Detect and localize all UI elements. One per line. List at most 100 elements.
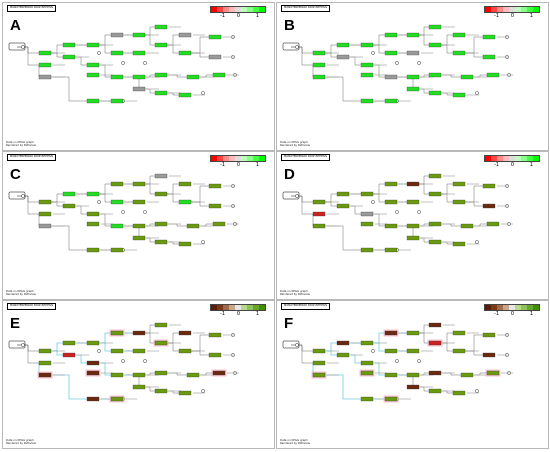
legend-swatch [485,156,491,161]
gene-box [360,396,374,402]
gene-box [132,223,146,229]
gene-box [482,332,496,338]
credit-line-2: Rendered by Pathview [6,440,36,445]
gene-box [482,352,496,358]
gene-box [406,330,420,336]
legend-swatch [509,156,515,161]
reaction-edge [51,201,63,207]
compound-node [97,51,101,55]
legend-swatch [533,7,539,12]
gene-box [482,54,496,60]
credit-line-2: Rendered by Pathview [280,142,310,147]
reaction-edge [75,56,87,66]
legend-swatch [497,305,503,310]
credit-line-1: Data on KEGG graph [280,288,308,293]
gene-box [38,360,52,366]
compound-node [121,359,125,363]
gene-box [360,98,374,104]
gene-box [428,191,442,197]
gene-box [406,199,420,205]
legend-ticks: -1 0 1 [484,311,540,318]
pathway-panel-b: MONOTERPENOID BIOSYNTHESIS B -1 0 1 Data… [276,2,549,151]
gene-box [384,396,398,402]
reaction-edge [441,332,453,344]
gene-box [38,211,52,217]
legend-swatch [223,305,229,310]
reaction-edge [51,225,87,251]
gene-box [154,322,168,328]
compound-node [201,91,205,95]
reaction-edge [51,52,63,58]
legend-swatch [527,305,533,310]
gene-box [86,42,100,48]
reaction-edge [325,374,361,400]
gene-box [110,330,124,336]
gene-box [86,221,100,227]
compound-node [143,359,147,363]
gene-box [384,330,398,336]
reaction-edge [325,201,337,207]
gene-box [86,396,100,402]
legend-swatch [521,156,527,161]
gene-box [208,54,222,60]
gene-box [360,42,374,48]
compound-node [295,343,299,347]
gene-box [132,74,146,80]
credit: Data on KEGG graph Rendered by Pathview [6,289,36,296]
reaction-edge [51,44,63,54]
reaction-edge [419,183,429,195]
gene-box [360,221,374,227]
legend-swatch [259,305,265,310]
gene-box [406,223,420,229]
gene-box [86,191,100,197]
gene-box [336,191,350,197]
reaction-edge [167,34,179,46]
credit: Data on KEGG graph Rendered by Pathview [6,140,36,147]
gene-box [208,332,222,338]
gene-box [312,223,326,229]
reaction-edge [465,52,483,58]
gene-box [110,199,124,205]
pathway-title: MONOTERPENOID BIOSYNTHESIS [281,303,331,310]
credit-line-1: Data on KEGG graph [280,139,308,144]
reaction-edge [167,92,179,96]
gene-box [428,370,442,376]
gene-box [178,50,192,56]
gene-box [428,90,442,96]
compound-node [295,194,299,198]
gene-box [178,390,192,396]
panel-label: F [284,315,294,332]
gene-box [38,62,52,68]
reaction-edge [191,334,209,352]
legend-swatch [509,7,515,12]
gene-box [384,199,398,205]
legend-high-label: 1 [529,13,534,19]
legend-swatch [485,305,491,310]
credit: Data on KEGG graph Rendered by Pathview [280,139,310,147]
pathway-diagram [8,173,239,253]
legend-swatch [235,305,241,310]
reaction-edge [441,193,453,203]
gene-box [336,42,350,48]
gene-box [312,62,326,68]
reaction-edge [51,193,63,203]
legend-swatch [253,156,259,161]
reaction-edge [349,205,361,215]
reaction-edge [51,350,63,356]
gene-box [208,183,222,189]
gene-box [452,330,466,336]
reaction-edge [373,44,385,54]
reaction-edge [191,350,209,356]
legend-swatch [527,156,533,161]
gene-box [428,340,442,346]
legend-low-label: -1 [494,13,500,19]
reaction-edge [75,205,87,215]
legend-swatch [491,305,497,310]
gene-box [384,223,398,229]
reaction-edge [349,354,361,364]
gene-box [62,340,76,346]
reaction-edge [419,386,429,392]
legend-ticks: -1 0 1 [210,13,266,20]
gene-box [384,74,398,80]
gene-box [132,348,146,354]
